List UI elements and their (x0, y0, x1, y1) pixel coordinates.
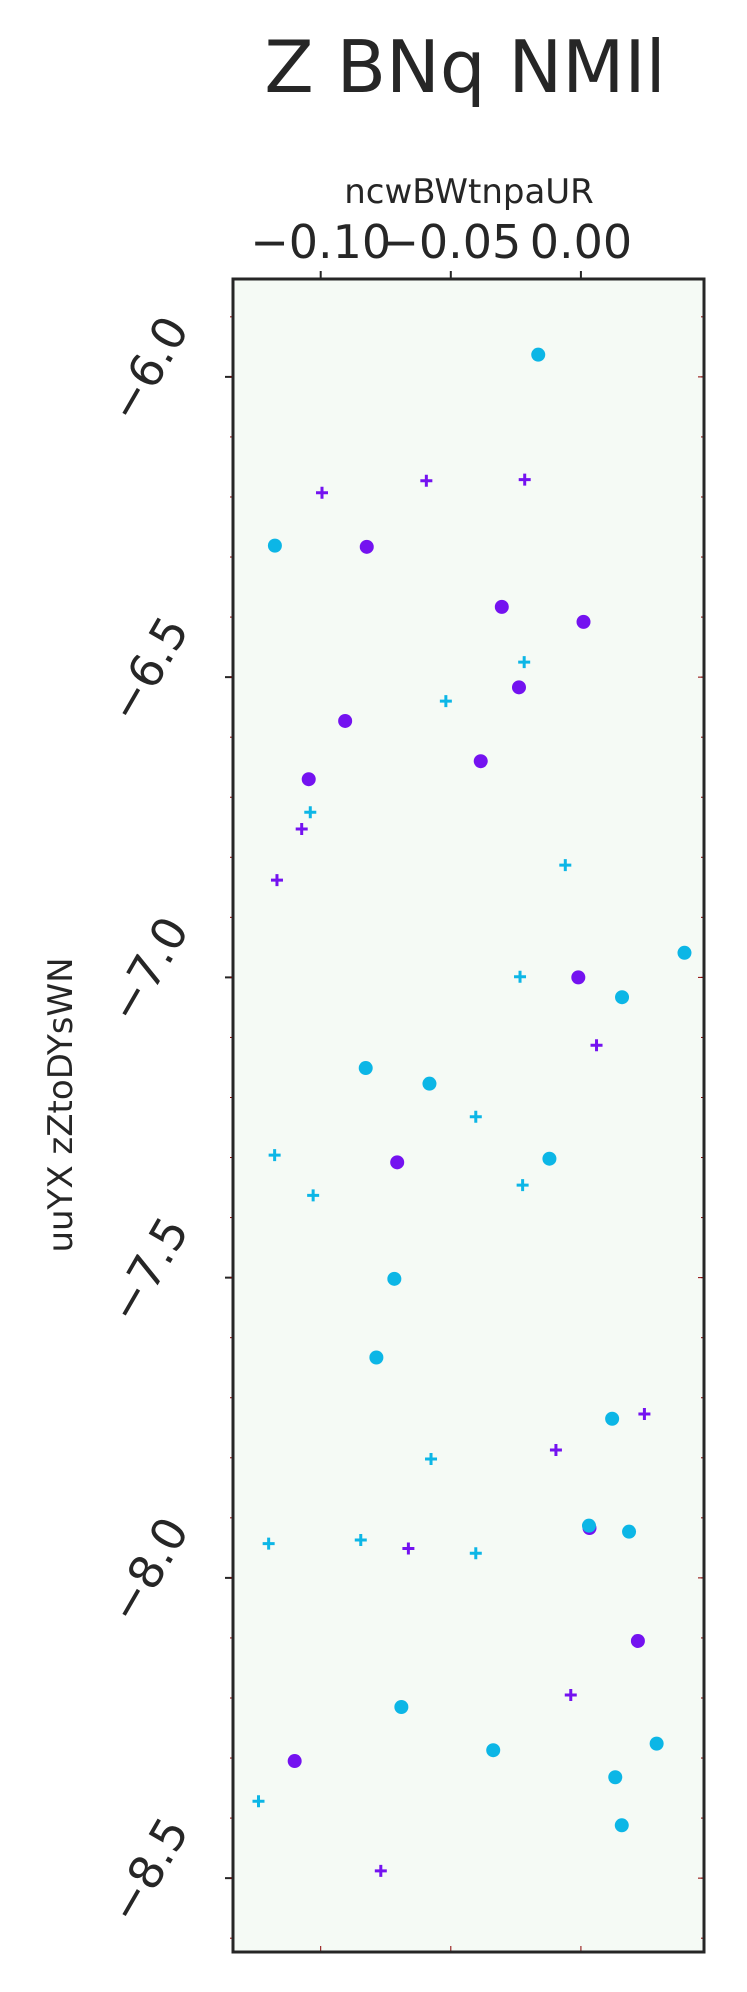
scatter-point (605, 1411, 620, 1426)
scatter-point (425, 1452, 438, 1465)
scatter-point (614, 1818, 629, 1833)
scatter-point (590, 1039, 603, 1052)
scatter-point (387, 1271, 402, 1286)
scatter-point (559, 859, 572, 872)
scatter-point (374, 1864, 387, 1877)
y-tick-label: −6.5 (97, 607, 200, 731)
scatter-point (581, 1518, 596, 1533)
scatter-point (270, 874, 283, 887)
y-tick-label: −8.0 (97, 1508, 200, 1632)
scatter-point (287, 1754, 302, 1769)
series-cyan-dots (267, 347, 692, 1833)
y-tick-label: −7.0 (97, 908, 200, 1032)
scatter-point (402, 1542, 415, 1555)
scatter-point (615, 990, 630, 1005)
scatter-point (338, 713, 353, 728)
chart-title: Z BNq NMIl (264, 25, 665, 109)
scatter-point (549, 1443, 562, 1456)
series-cyan-plus (252, 656, 572, 1808)
scatter-point (531, 347, 546, 362)
scatter-point (422, 1076, 437, 1091)
y-tick-label: −7.5 (97, 1208, 200, 1332)
plot-area (233, 279, 704, 1952)
scatter-point (394, 1699, 409, 1714)
scatter-point (295, 823, 308, 836)
scatter-point (354, 1534, 367, 1547)
scatter-point (564, 1688, 577, 1701)
scatter-point (369, 1350, 384, 1365)
scatter-point (511, 680, 526, 695)
scatter-point (469, 1110, 482, 1123)
scatter-point (649, 1736, 664, 1751)
x-ticks: −0.10−0.05 0.00 (250, 215, 632, 1952)
scatter-point (420, 474, 433, 487)
data-points (252, 347, 692, 1877)
scatter-point (622, 1524, 637, 1539)
scatter-point (638, 1407, 651, 1420)
y-tick-label: −8.5 (97, 1808, 200, 1932)
x-axis-label: ncwBWtnpaUR (344, 172, 594, 212)
scatter-point (518, 656, 531, 669)
scatter-point (486, 1743, 501, 1758)
scatter-point (516, 1179, 529, 1192)
scatter-point (262, 1537, 275, 1550)
scatter-point (304, 806, 317, 819)
scatter-point (571, 970, 586, 985)
scatter-point (252, 1795, 265, 1808)
scatter-point (514, 970, 527, 983)
scatter-point (301, 772, 316, 787)
y-tick-label: −6.0 (97, 307, 200, 431)
scatter-point (268, 1149, 281, 1162)
scatter-point (630, 1633, 645, 1648)
scatter-point (518, 473, 531, 486)
x-tick-label: −0.10 (250, 215, 391, 269)
scatter-point (307, 1189, 320, 1202)
scatter-point (473, 754, 488, 769)
scatter-point (608, 1770, 623, 1785)
series-purple-dots (287, 539, 645, 1769)
scatter-point (469, 1547, 482, 1560)
plot-frame (231, 277, 706, 1954)
scatter-point (542, 1151, 557, 1166)
scatter-point (359, 539, 374, 554)
scatter-point (576, 614, 591, 629)
scatter-point (390, 1155, 405, 1170)
scatter-point (439, 695, 452, 708)
x-tick-label: 0.00 (530, 215, 632, 269)
scatter-point (358, 1061, 373, 1076)
x-tick-label: −0.05 (380, 215, 521, 269)
scatter-point (267, 538, 282, 553)
y-axis-label: uuYX zZtoDYsWN (41, 957, 81, 1252)
scatter-point (494, 599, 509, 614)
scatter-point (315, 486, 328, 499)
scatter-point (677, 945, 692, 960)
series-purple-plus (270, 473, 651, 1877)
